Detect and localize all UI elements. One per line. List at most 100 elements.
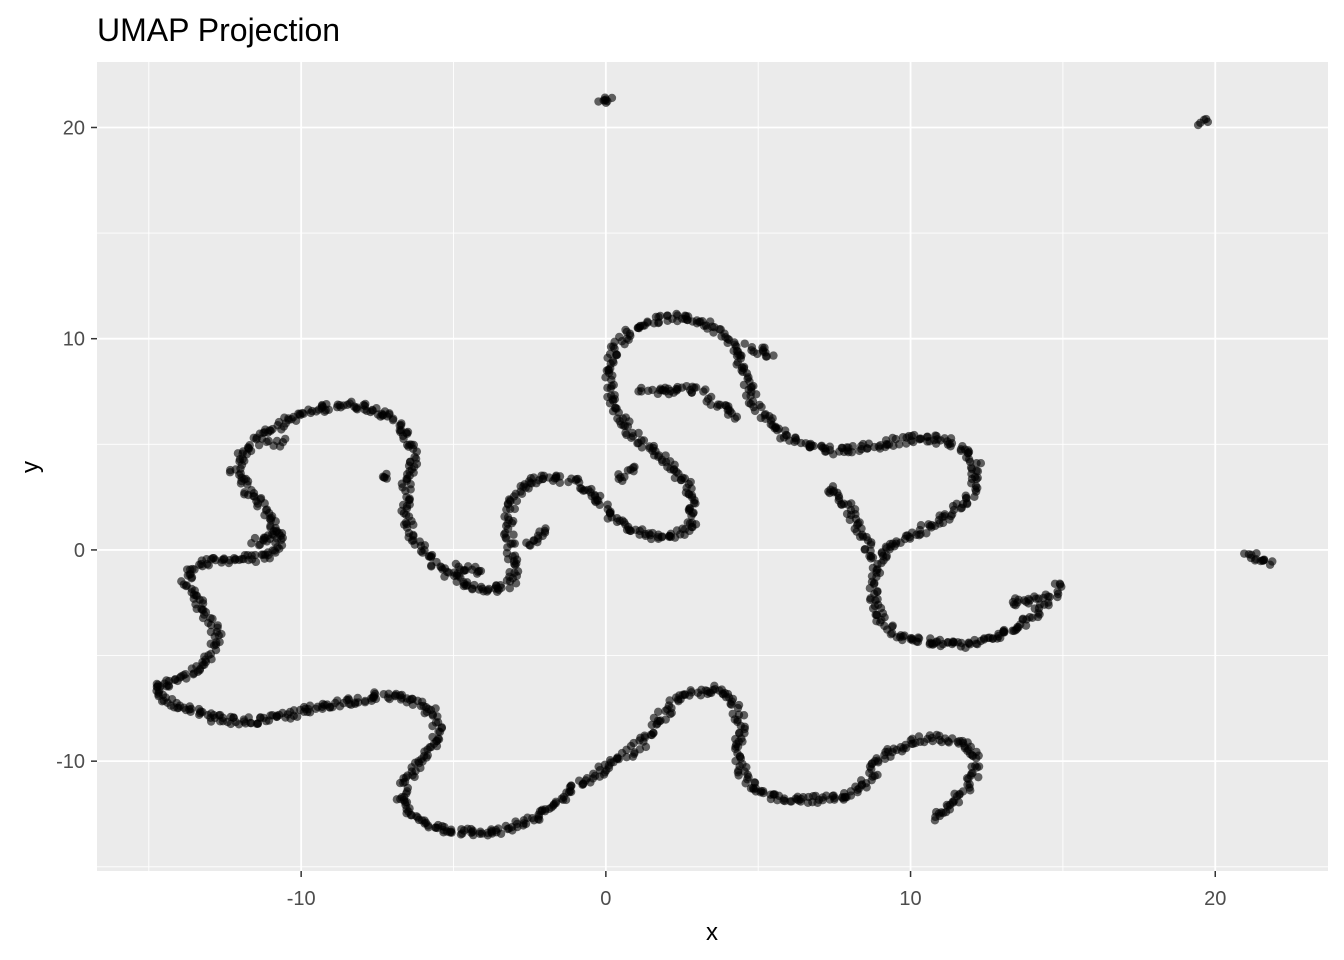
data-point <box>261 716 271 726</box>
data-point <box>370 688 379 697</box>
data-point <box>511 817 520 826</box>
data-point <box>292 712 302 721</box>
data-point <box>600 93 610 102</box>
data-point <box>637 387 646 396</box>
data-point <box>699 387 708 396</box>
data-point <box>223 717 232 727</box>
data-point <box>950 789 959 799</box>
data-point <box>930 816 940 825</box>
data-point <box>451 559 461 569</box>
chart-title: UMAP Projection <box>97 12 340 48</box>
data-point <box>278 438 288 447</box>
data-point <box>957 638 966 648</box>
data-point <box>440 572 449 581</box>
data-point <box>459 566 469 575</box>
data-point <box>260 533 270 543</box>
data-point <box>653 707 663 716</box>
data-point <box>250 550 260 560</box>
data-point <box>468 585 477 594</box>
data-point <box>457 825 466 834</box>
data-point <box>935 519 944 528</box>
data-point <box>628 432 638 441</box>
data-point <box>250 533 260 543</box>
data-point <box>774 424 784 433</box>
data-point <box>667 703 676 713</box>
data-point <box>246 718 255 728</box>
data-point <box>649 728 658 738</box>
data-point <box>434 727 443 736</box>
data-point <box>517 489 527 498</box>
data-point <box>914 634 924 643</box>
data-point <box>511 489 520 499</box>
data-point <box>505 568 514 577</box>
minor-gridlines <box>97 62 1328 871</box>
data-point <box>610 390 619 400</box>
data-point <box>468 826 478 835</box>
y-tick-label: 10 <box>63 329 85 351</box>
data-point <box>331 698 340 708</box>
data-point <box>972 763 982 772</box>
data-point <box>787 797 796 806</box>
data-point <box>645 442 654 451</box>
data-point <box>439 828 448 837</box>
data-point <box>851 782 860 791</box>
data-point <box>496 829 506 838</box>
data-point <box>389 414 398 423</box>
data-point <box>665 696 674 705</box>
data-point <box>564 477 573 487</box>
data-point <box>693 688 703 697</box>
y-axis-title: y <box>17 461 44 473</box>
data-point <box>272 526 281 536</box>
data-point <box>177 577 186 586</box>
data-point <box>452 577 461 587</box>
data-point <box>886 542 895 551</box>
y-axis-ticks: -10 0 10 20 <box>56 117 97 773</box>
data-point <box>239 715 249 724</box>
data-point <box>937 737 946 747</box>
data-point <box>612 404 621 413</box>
data-point <box>957 503 966 512</box>
data-point <box>427 552 436 561</box>
data-point <box>866 554 876 563</box>
data-point <box>353 693 362 703</box>
data-point <box>829 791 838 800</box>
data-point <box>215 637 224 647</box>
data-point <box>540 526 550 536</box>
data-point <box>431 718 441 727</box>
data-point <box>654 318 664 327</box>
data-point <box>324 405 333 414</box>
data-point <box>1035 610 1044 619</box>
data-point <box>964 448 973 458</box>
data-point <box>406 485 415 494</box>
data-point <box>540 806 550 816</box>
data-point <box>1024 599 1033 608</box>
data-point <box>640 731 649 740</box>
data-point <box>428 711 437 720</box>
data-point <box>865 584 875 593</box>
data-point <box>965 786 975 795</box>
data-point <box>555 478 565 487</box>
data-point <box>503 513 513 522</box>
data-point <box>509 530 518 539</box>
data-point <box>972 754 981 763</box>
data-point <box>740 339 749 348</box>
data-point <box>412 447 422 456</box>
data-point <box>1265 560 1275 569</box>
data-point <box>716 325 725 334</box>
data-point <box>335 400 344 410</box>
data-point <box>621 428 630 438</box>
data-point <box>915 434 924 443</box>
data-point <box>973 639 982 649</box>
data-point <box>649 713 659 723</box>
data-point <box>289 706 299 715</box>
data-point <box>1013 598 1022 607</box>
data-point <box>750 406 760 416</box>
data-point <box>860 544 870 554</box>
data-point <box>256 493 266 503</box>
data-point <box>399 434 408 444</box>
major-gridlines <box>97 62 1328 871</box>
data-point <box>657 532 667 542</box>
data-point <box>617 337 627 346</box>
data-point <box>613 754 622 763</box>
data-point <box>626 526 635 535</box>
